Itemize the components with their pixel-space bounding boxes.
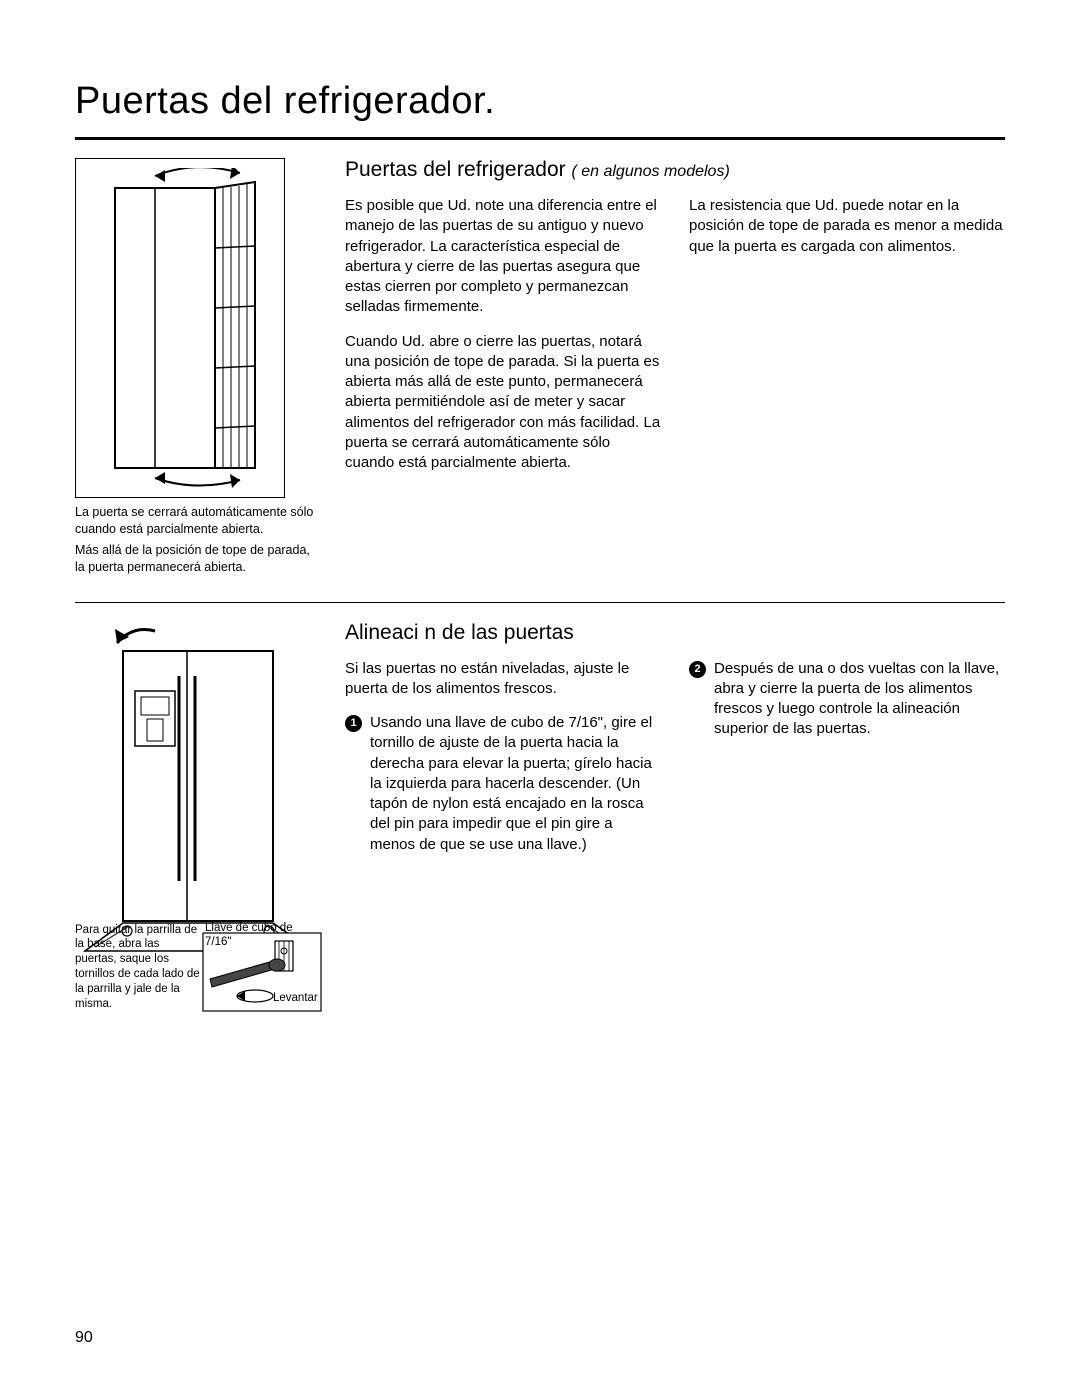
illus2-label-lift: Levantar xyxy=(273,991,318,1006)
section1-heading-note: ( en algunos modelos) xyxy=(571,163,729,180)
section1-right-column: Puertas del refrigerador ( en algunos mo… xyxy=(345,158,1005,487)
illus1-caption-2: Más allá de la posición de tope de parad… xyxy=(75,542,323,576)
step-1-row: 1 Usando una llave de cubo de 7/16", gir… xyxy=(345,713,661,855)
step-1-text: Usando una llave de cubo de 7/16", gire … xyxy=(370,713,661,855)
section1-col-a: Es posible que Ud. note una diferencia e… xyxy=(345,196,661,487)
step-2-text: Después de una o dos vueltas con la llav… xyxy=(714,659,1005,740)
illus1-caption-1: La puerta se cerrará automáticamente sól… xyxy=(75,504,323,538)
section1-heading: Puertas del refrigerador ( en algunos mo… xyxy=(345,158,1005,182)
section2-right-column: Alineaci n de las puertas Si las puertas… xyxy=(345,621,1005,869)
illustration-door-swing xyxy=(75,158,285,498)
illustration-door-alignment: Para quitar la parrilla de la base, abra… xyxy=(75,621,323,1016)
page-title: Puertas del refrigerador. xyxy=(75,80,1005,123)
step-2-row: 2 Después de una o dos vueltas con la ll… xyxy=(689,659,1005,740)
step-2-icon: 2 xyxy=(689,661,706,678)
section1-heading-main: Puertas del refrigerador xyxy=(345,158,571,181)
illus2-label-wrench: Llave de cubo de 7/16" xyxy=(205,921,319,951)
page-number: 90 xyxy=(75,1329,93,1347)
section2-intro: Si las puertas no están niveladas, ajust… xyxy=(345,659,661,700)
section2-heading: Alineaci n de las puertas xyxy=(345,621,1005,645)
section2-col-a: Si las puertas no están niveladas, ajust… xyxy=(345,659,661,869)
illus2-caption-left: Para quitar la parrilla de la base, abra… xyxy=(75,923,200,1013)
section2-left-column: Para quitar la parrilla de la base, abra… xyxy=(75,621,323,1016)
divider-mid xyxy=(75,602,1005,603)
step-1-icon: 1 xyxy=(345,715,362,732)
section1-left-column: La puerta se cerrará automáticamente sól… xyxy=(75,158,323,580)
section1-para-3: La resistencia que Ud. puede notar en la… xyxy=(689,196,1005,257)
section-doors: La puerta se cerrará automáticamente sól… xyxy=(75,158,1005,580)
section1-col-b: La resistencia que Ud. puede notar en la… xyxy=(689,196,1005,487)
section1-para-1: Es posible que Ud. note una diferencia e… xyxy=(345,196,661,318)
divider-top xyxy=(75,137,1005,140)
section1-para-2: Cuando Ud. abre o cierre las puertas, no… xyxy=(345,332,661,474)
section-alignment: Para quitar la parrilla de la base, abra… xyxy=(75,621,1005,1016)
section2-col-b: 2 Después de una o dos vueltas con la ll… xyxy=(689,659,1005,869)
